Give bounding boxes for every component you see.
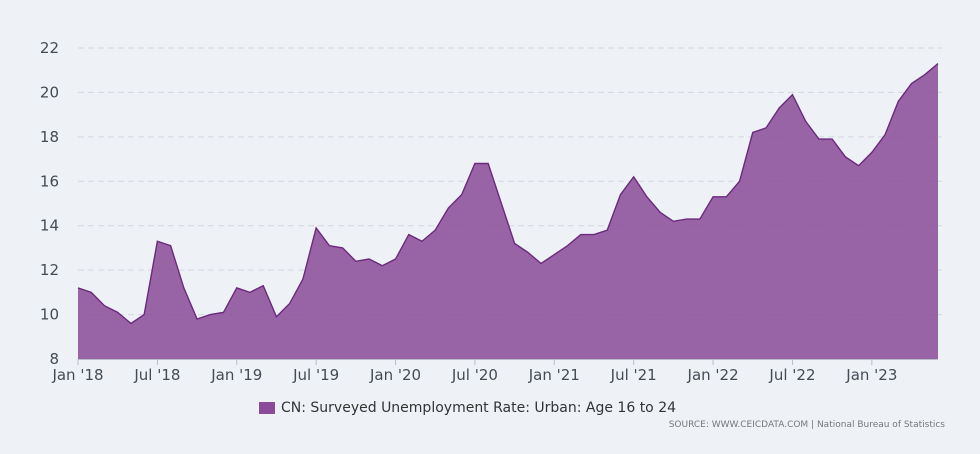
data-point[interactable] — [935, 61, 941, 67]
data-point[interactable] — [816, 136, 822, 142]
data-point[interactable] — [895, 98, 901, 104]
data-point[interactable] — [393, 256, 399, 262]
y-tick-label: 14 — [40, 217, 59, 235]
data-point[interactable] — [737, 178, 743, 184]
data-point[interactable] — [419, 238, 425, 244]
data-point[interactable] — [803, 118, 809, 124]
data-point[interactable] — [326, 243, 332, 249]
y-tick-label: 12 — [40, 261, 59, 279]
legend[interactable]: CN: Surveyed Unemployment Rate: Urban: A… — [259, 398, 676, 418]
data-point[interactable] — [353, 258, 359, 264]
data-point[interactable] — [247, 289, 253, 295]
data-point[interactable] — [631, 174, 637, 180]
data-point[interactable] — [763, 125, 769, 131]
data-point[interactable] — [194, 316, 200, 322]
data-point[interactable] — [141, 312, 147, 318]
x-tick-label: Jul '18 — [133, 366, 180, 384]
x-tick-label: Jul '21 — [610, 366, 657, 384]
data-point[interactable] — [578, 232, 584, 238]
area-fill — [78, 63, 938, 360]
data-point[interactable] — [604, 227, 610, 233]
data-point[interactable] — [869, 149, 875, 155]
gridlines — [78, 47, 942, 316]
data-point[interactable] — [498, 201, 504, 207]
data-point[interactable] — [551, 252, 557, 258]
data-point[interactable] — [922, 72, 928, 78]
data-point[interactable] — [697, 216, 703, 222]
data-point[interactable] — [565, 243, 571, 249]
x-tick-label: Jul '19 — [292, 366, 339, 384]
data-point[interactable] — [128, 320, 134, 326]
data-point[interactable] — [300, 276, 306, 282]
data-point[interactable] — [406, 232, 412, 238]
data-point[interactable] — [287, 300, 293, 306]
data-point[interactable] — [260, 283, 266, 289]
data-point[interactable] — [829, 136, 835, 142]
data-point[interactable] — [644, 194, 650, 200]
data-point[interactable] — [842, 154, 848, 160]
data-point[interactable] — [154, 238, 160, 244]
data-point[interactable] — [340, 245, 346, 251]
x-tick-label: Jul '22 — [768, 366, 815, 384]
data-point[interactable] — [366, 256, 372, 262]
data-point[interactable] — [538, 260, 544, 266]
x-tick-label: Jan '18 — [51, 366, 103, 384]
data-point[interactable] — [207, 312, 213, 318]
y-tick-label: 16 — [40, 172, 59, 190]
y-axis-ticks: 8 10 12 14 16 18 20 22 — [40, 39, 59, 368]
data-point[interactable] — [525, 249, 531, 255]
data-point[interactable] — [221, 309, 227, 315]
data-point[interactable] — [882, 132, 888, 138]
data-point[interactable] — [115, 309, 121, 315]
data-point[interactable] — [723, 194, 729, 200]
source-note[interactable]: SOURCE: WWW.CEICDATA.COM | National Bure… — [668, 420, 945, 430]
data-point[interactable] — [313, 225, 319, 231]
y-tick-label: 20 — [40, 83, 59, 101]
series-line — [77, 63, 939, 325]
y-tick-label: 22 — [40, 39, 59, 57]
data-point[interactable] — [459, 192, 465, 198]
data-point[interactable] — [684, 216, 690, 222]
x-tick-label: Jan '22 — [687, 366, 739, 384]
data-point[interactable] — [273, 314, 279, 320]
data-point[interactable] — [512, 240, 518, 246]
x-tick-label: Jan '19 — [210, 366, 262, 384]
y-tick-label: 10 — [40, 306, 59, 324]
data-point[interactable] — [101, 303, 107, 309]
data-point[interactable] — [181, 285, 187, 291]
legend-swatch — [259, 402, 275, 414]
x-axis-ticks: Jan '18 Jul '18 Jan '19 Jul '19 Jan '20 Jul '… — [51, 359, 897, 384]
data-point[interactable] — [670, 218, 676, 224]
area-series — [75, 61, 941, 360]
data-point[interactable] — [485, 161, 491, 167]
data-point[interactable] — [432, 227, 438, 233]
data-point[interactable] — [789, 92, 795, 98]
data-point[interactable] — [617, 192, 623, 198]
y-tick-label: 8 — [49, 350, 59, 368]
data-point[interactable] — [168, 243, 174, 249]
x-tick-label: Jan '23 — [845, 366, 897, 384]
data-point[interactable] — [909, 81, 915, 87]
data-point[interactable] — [710, 194, 716, 200]
data-point[interactable] — [776, 105, 782, 111]
x-tick-label: Jul '20 — [451, 366, 498, 384]
data-point[interactable] — [750, 129, 756, 135]
data-point[interactable] — [88, 289, 94, 295]
data-point[interactable] — [472, 161, 478, 167]
data-point[interactable] — [856, 163, 862, 169]
data-point[interactable] — [657, 209, 663, 215]
data-point[interactable] — [379, 263, 385, 269]
x-tick-label: Jan '21 — [528, 366, 580, 384]
data-point[interactable] — [234, 285, 240, 291]
data-point[interactable] — [75, 285, 81, 291]
data-point[interactable] — [591, 232, 597, 238]
legend-label: CN: Surveyed Unemployment Rate: Urban: A… — [281, 400, 677, 416]
x-tick-label: Jan '20 — [369, 366, 421, 384]
data-point[interactable] — [445, 205, 451, 211]
y-tick-label: 18 — [40, 128, 59, 146]
